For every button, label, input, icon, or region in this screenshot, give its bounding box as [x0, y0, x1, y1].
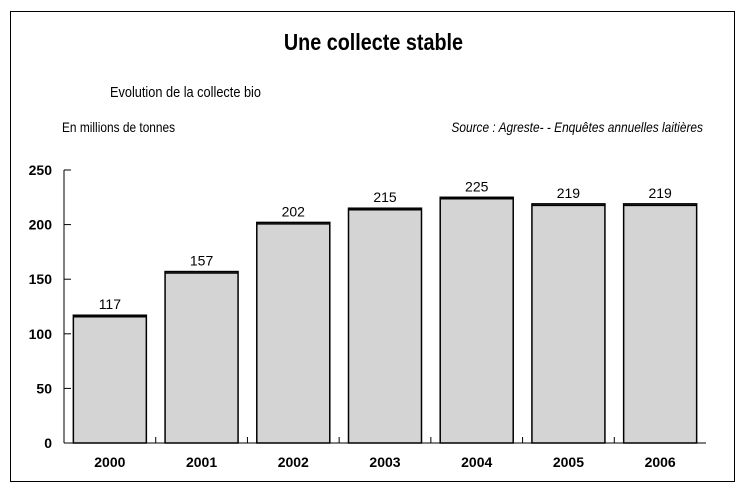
y-tick-label: 0 [44, 435, 52, 451]
data-label-2003: 215 [373, 189, 397, 205]
data-label-2001: 157 [190, 253, 214, 269]
y-tick-label: 50 [36, 380, 52, 396]
y-tick-label: 150 [29, 271, 53, 287]
x-tick-label-2005: 2005 [553, 454, 584, 470]
bar-2001 [164, 270, 239, 444]
x-tick-label-2002: 2002 [278, 454, 309, 470]
x-tick-label-2000: 2000 [94, 454, 125, 470]
data-label-2002: 202 [282, 203, 306, 219]
source-note: Source : Agreste- - Enquêtes annuelles l… [451, 119, 703, 135]
data-label-2000: 117 [99, 296, 122, 312]
x-tick-label-2006: 2006 [645, 454, 676, 470]
data-label-2005: 219 [557, 185, 581, 201]
bars-group: 117 157 202 215 225 219 219 [72, 178, 698, 444]
x-tick-label-2001: 2001 [186, 454, 217, 470]
chart-title: Une collecte stable [283, 29, 464, 55]
y-tick-label: 200 [29, 217, 53, 233]
x-tick-label-2003: 2003 [369, 454, 400, 470]
y-tick-label: 250 [29, 162, 53, 178]
data-label-2006: 219 [648, 185, 672, 201]
bar-2000 [72, 314, 148, 444]
bar-2004 [439, 196, 514, 444]
y-tick-label: 100 [29, 326, 53, 342]
bar-2005 [531, 203, 606, 444]
x-tick-label-2004: 2004 [461, 454, 492, 470]
chart-subtitle: Evolution de la collecte bio [110, 84, 261, 101]
data-label-2004: 225 [465, 178, 489, 194]
unit-label: En millions de tonnes [62, 119, 176, 135]
bar-2002 [256, 221, 331, 444]
bar-2006 [622, 203, 698, 444]
bar-2003 [347, 207, 423, 444]
